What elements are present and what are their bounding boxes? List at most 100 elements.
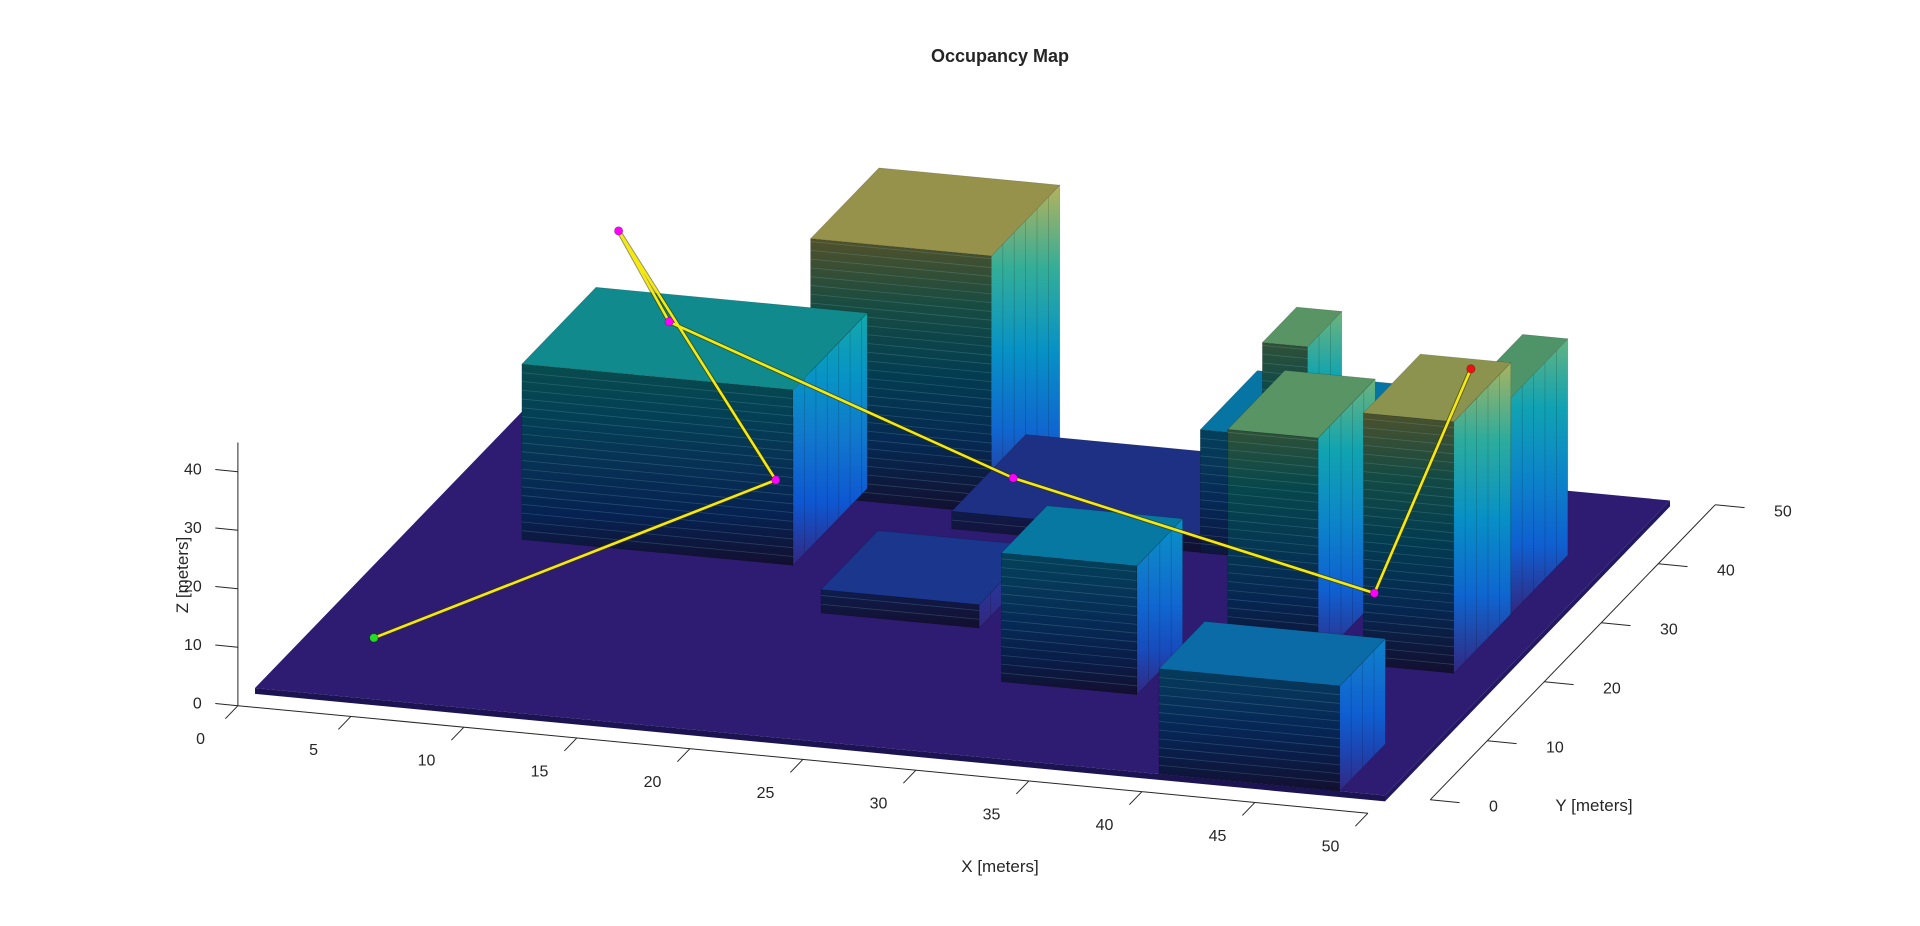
voxel-layer-line (1262, 353, 1308, 359)
y-axis-label: Y [meters] (1555, 796, 1632, 815)
y-tick (1715, 504, 1745, 509)
voxel-layer-line (1363, 594, 1454, 604)
voxel-layer-line (1227, 519, 1319, 530)
voxel-layer-line (521, 407, 794, 435)
voxel-layer-line (1001, 593, 1138, 608)
axes: 0 5 10 15 20 25 30 35 40 45 50 0 10 20 30 40 50 0 10 20 30 40 (184, 442, 1792, 856)
x-axis-label: X [meters] (961, 857, 1038, 876)
voxel-layer-line (521, 486, 794, 513)
obstacle-top-face (1000, 505, 1184, 567)
voxel-layer-line (1363, 444, 1454, 455)
z-axis-label: Z [meters] (173, 537, 192, 614)
voxel-layer-line (810, 258, 992, 277)
path-waypoint-marker (614, 226, 624, 236)
voxel-layer-line (1001, 672, 1138, 687)
voxel-layer-line (1001, 637, 1138, 652)
voxel-layer-line (521, 398, 794, 426)
voxel-layer-line (521, 389, 794, 417)
voxel-layer-line (1227, 493, 1319, 503)
voxel-layer-line (1158, 703, 1340, 722)
y-tick-label: 10 (1546, 739, 1564, 756)
voxel-layer-line (1001, 663, 1138, 678)
path-waypoint-marker (1369, 588, 1379, 598)
x-tick-label: 50 (1322, 839, 1340, 856)
axis-labels: X [meters] Y [meters] Z [meters] (173, 537, 1633, 876)
y-tick-label: 50 (1774, 503, 1792, 520)
voxel-layer-line (1363, 620, 1454, 630)
voxel-layer-line (1227, 546, 1319, 556)
z-tick-label: 40 (184, 461, 202, 478)
voxel-layer-line (521, 433, 794, 461)
voxel-layer-line (1227, 528, 1319, 538)
voxel-layer-line (1001, 567, 1138, 581)
voxel-layer-line (1262, 345, 1308, 351)
voxel-layer-line (1001, 654, 1138, 669)
voxel-layer-line (1363, 488, 1454, 499)
voxel-layer-line (1227, 510, 1319, 521)
voxel-layer-line (1227, 537, 1319, 547)
voxel-layer-line (1158, 720, 1340, 739)
path-waypoint-marker (771, 475, 781, 485)
x-tick-label: 25 (757, 785, 775, 802)
voxel-layer-line (1001, 619, 1138, 634)
x-tick-label: 45 (1209, 828, 1227, 845)
x-tick (564, 737, 578, 752)
chart-title: Occupancy Map (931, 46, 1069, 66)
x-tick-label: 15 (531, 763, 549, 780)
voxel-layer-line (1227, 467, 1319, 477)
x-tick (225, 705, 239, 720)
z-tick-label: 0 (193, 695, 202, 712)
x-tick (677, 748, 691, 763)
voxel-layer-line (521, 442, 794, 470)
voxel-layer-line (1363, 602, 1454, 613)
voxel-layer-line (1158, 677, 1340, 696)
x-tick (1129, 791, 1143, 806)
x-tick (903, 769, 917, 784)
x-tick-label: 30 (870, 796, 888, 813)
z-tick-label: 10 (184, 637, 202, 654)
x-tick (1242, 802, 1256, 816)
voxel-layer-line (810, 249, 992, 268)
obstacle-block (1000, 505, 1184, 696)
voxel-layer-line (1001, 628, 1138, 643)
y-axis-line (1429, 504, 1716, 801)
obstacle-block (1227, 370, 1376, 662)
z-tick (215, 644, 238, 648)
voxel-layer-line (1001, 602, 1138, 617)
obstacle-block (1362, 353, 1512, 674)
voxel-layer-line (1227, 484, 1319, 494)
voxel-layer-line (1227, 607, 1319, 617)
voxel-layer-line (1363, 453, 1454, 463)
voxel-layer-line (1001, 576, 1138, 590)
y-tick-label: 40 (1717, 562, 1735, 579)
voxel-layer-line (1158, 756, 1340, 775)
voxel-layer-line (1363, 541, 1454, 551)
z-tick (215, 527, 238, 531)
voxel-layer-line (1227, 572, 1319, 582)
x-tick-label: 40 (1096, 817, 1114, 834)
y-tick (1544, 681, 1574, 686)
voxel-layer-line (1363, 427, 1454, 437)
voxel-layer-line (1158, 729, 1340, 748)
voxel-layer-line (1227, 616, 1319, 626)
voxel-layer-line (521, 424, 794, 452)
voxel-layer-line (810, 276, 992, 295)
x-tick (338, 716, 352, 730)
path-waypoint-marker (1008, 473, 1018, 483)
voxel-layer-line (521, 451, 794, 478)
path-waypoint-marker (664, 317, 674, 327)
voxel-layer-line (1363, 418, 1454, 428)
x-tick-label: 35 (983, 806, 1001, 823)
voxel-layer-line (1363, 629, 1454, 639)
ground-side-face (1385, 500, 1670, 802)
voxel-layer-line (810, 241, 992, 260)
voxel-layer-line (1227, 581, 1319, 591)
y-tick (1487, 740, 1517, 745)
voxel-layer-line (1001, 646, 1138, 660)
obstacle-top-face (1227, 370, 1376, 439)
plot-area (255, 167, 1670, 802)
path-start-marker (369, 633, 379, 643)
voxel-layer-line (810, 267, 992, 286)
voxel-layer-line (1158, 764, 1340, 783)
voxel-layer-line (521, 381, 794, 408)
